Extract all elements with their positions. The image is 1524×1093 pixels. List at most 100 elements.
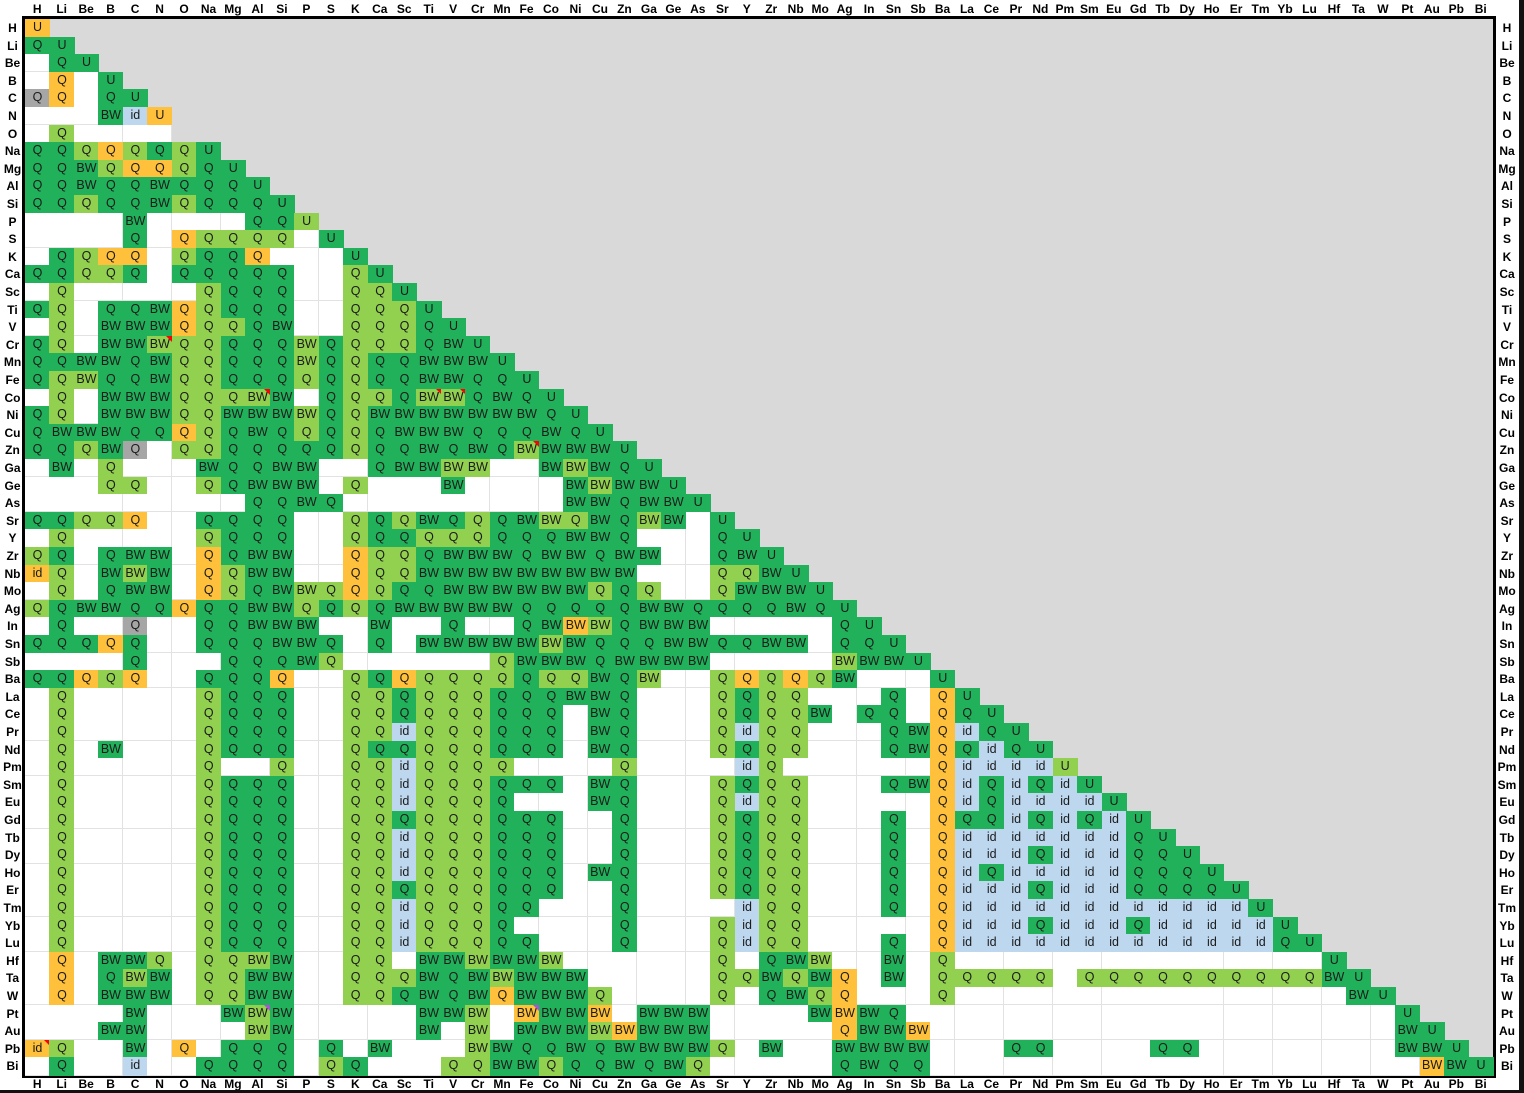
cell-Ca-O[interactable]: Q (171, 265, 197, 284)
cell-V-Ca[interactable]: Q (367, 318, 393, 337)
cell-W-Sn[interactable] (881, 987, 907, 1006)
cell-Nd-Na[interactable]: Q (196, 740, 222, 759)
cell-As-C[interactable] (122, 494, 148, 513)
cell-Hf-In[interactable] (856, 951, 882, 970)
cell-Ho-Ce[interactable]: Q (979, 863, 1005, 882)
column-header-bottom-Zn[interactable]: Zn (617, 1077, 632, 1091)
cell-Pm-Pr[interactable]: id (1003, 758, 1029, 777)
cell-Lu-O[interactable] (171, 934, 197, 953)
cell-Y-Al[interactable]: Q (245, 529, 271, 548)
cell-V-O[interactable]: Q (171, 318, 197, 337)
cell-Eu-Na[interactable]: Q (196, 793, 222, 812)
cell-Hf-Sn[interactable]: BW (881, 951, 907, 970)
cell-As-Mn[interactable] (489, 494, 515, 513)
cell-Zn-C[interactable]: Q (122, 441, 148, 460)
cell-Y-Si[interactable]: Q (269, 529, 295, 548)
cell-Ag-Y[interactable]: Q (734, 599, 760, 618)
cell-V-Sc[interactable]: Q (392, 318, 418, 337)
cell-Nd-Pr[interactable]: Q (1003, 740, 1029, 759)
cell-Mo-V[interactable]: BW (440, 582, 466, 601)
column-header-bottom-Fe[interactable]: Fe (519, 1077, 534, 1091)
cell-Dy-As[interactable] (685, 846, 711, 865)
cell-Au-Be[interactable] (73, 1022, 99, 1041)
cell-K-Si[interactable] (269, 247, 295, 266)
column-header-Mo[interactable]: Mo (811, 2, 829, 16)
cell-Cu-Na[interactable]: Q (196, 423, 222, 442)
cell-Pt-Ti[interactable]: BW (416, 1004, 442, 1023)
cell-Hf-Al[interactable]: BW (245, 951, 271, 970)
cell-Lu-Tm[interactable]: id (1248, 934, 1274, 953)
cell-Dy-C[interactable] (122, 846, 148, 865)
cell-Pm-In[interactable] (856, 758, 882, 777)
cell-Eu-Co[interactable] (538, 793, 564, 812)
row-header-Ce[interactable]: Ce (4, 707, 21, 722)
cell-Ta-Ce[interactable]: Q (979, 969, 1005, 988)
cell-Ta-Tb[interactable]: Q (1150, 969, 1176, 988)
cell-Pb-Nb[interactable] (783, 1039, 809, 1058)
cell-Sn-B[interactable]: Q (98, 635, 124, 654)
cell-Co-Be[interactable] (73, 388, 99, 407)
cell-Yb-Ba[interactable]: Q (930, 916, 956, 935)
cell-Bi-Gd[interactable] (1126, 1057, 1152, 1076)
cell-W-Ce[interactable] (979, 987, 1005, 1006)
cell-K-Mg[interactable]: Q (220, 247, 246, 266)
cell-Mo-N[interactable]: BW (147, 582, 173, 601)
cell-Y-C[interactable] (122, 529, 148, 548)
cell-W-Ho[interactable] (1199, 987, 1225, 1006)
cell-Sb-In[interactable]: BW (856, 652, 882, 671)
cell-Au-Tm[interactable] (1248, 1022, 1274, 1041)
cell-Sr-Sr[interactable]: U (710, 511, 736, 530)
row-header-right-As[interactable]: As (1499, 496, 1515, 511)
cell-Dy-P[interactable] (294, 846, 320, 865)
cell-B-H[interactable] (25, 71, 51, 90)
cell-Zr-Cr[interactable]: BW (465, 547, 491, 566)
cell-Zr-B[interactable]: Q (98, 547, 124, 566)
cell-Sc-N[interactable] (147, 283, 173, 302)
cell-Ce-P[interactable] (294, 705, 320, 724)
cell-Eu-S[interactable] (318, 793, 344, 812)
cell-Pb-P[interactable] (294, 1039, 320, 1058)
cell-Yb-Mg[interactable]: Q (220, 916, 246, 935)
cell-Ga-Cr[interactable]: BW (465, 459, 491, 478)
cell-Pb-Ga[interactable]: BW (636, 1039, 662, 1058)
cell-Ca-H[interactable]: Q (25, 265, 51, 284)
cell-Mn-Ti[interactable]: BW (416, 353, 442, 372)
cell-W-B[interactable]: BW (98, 987, 124, 1006)
cell-W-S[interactable] (318, 987, 344, 1006)
cell-Cr-Si[interactable]: Q (269, 335, 295, 354)
cell-Mn-N[interactable]: BW (147, 353, 173, 372)
cell-Pm-Ba[interactable]: Q (930, 758, 956, 777)
cell-Co-Cr[interactable]: Q (465, 388, 491, 407)
cell-Yb-Cr[interactable]: Q (465, 916, 491, 935)
cell-Cr-N[interactable]: BW (147, 335, 173, 354)
cell-Pm-O[interactable] (171, 758, 197, 777)
cell-Nd-Zr[interactable]: Q (759, 740, 785, 759)
cell-W-Mo[interactable]: Q (807, 987, 833, 1006)
cell-Gd-K[interactable]: Q (343, 811, 369, 830)
cell-Ge-B[interactable]: Q (98, 476, 124, 495)
cell-Bi-Sc[interactable] (392, 1057, 418, 1076)
column-header-bottom-Hf[interactable]: Hf (1327, 1077, 1341, 1091)
cell-Ca-Na[interactable]: Q (196, 265, 222, 284)
cell-Dy-Nd[interactable]: Q (1028, 846, 1054, 865)
column-header-Pm[interactable]: Pm (1055, 2, 1075, 16)
cell-Ta-Tm[interactable]: Q (1248, 969, 1274, 988)
cell-Hf-Ag[interactable] (832, 951, 858, 970)
cell-La-Mo[interactable] (807, 687, 833, 706)
column-header-bottom-C[interactable]: C (130, 1077, 140, 1091)
cell-Ag-K[interactable]: Q (343, 599, 369, 618)
cell-Fe-C[interactable]: Q (122, 371, 148, 390)
cell-Mn-Si[interactable]: Q (269, 353, 295, 372)
cell-Sb-P[interactable]: BW (294, 652, 320, 671)
cell-Sc-Si[interactable]: Q (269, 283, 295, 302)
cell-Nd-Ni[interactable] (563, 740, 589, 759)
cell-Sn-Zr[interactable]: BW (759, 635, 785, 654)
cell-Zn-S[interactable]: Q (318, 441, 344, 460)
cell-Tb-Ba[interactable]: Q (930, 828, 956, 847)
cell-Ho-As[interactable] (685, 863, 711, 882)
row-header-right-N[interactable]: N (1502, 109, 1512, 123)
column-header-P[interactable]: P (302, 2, 311, 16)
cell-Ga-Ti[interactable]: BW (416, 459, 442, 478)
cell-Au-Ho[interactable] (1199, 1022, 1225, 1041)
cell-Ag-Cr[interactable]: BW (465, 599, 491, 618)
